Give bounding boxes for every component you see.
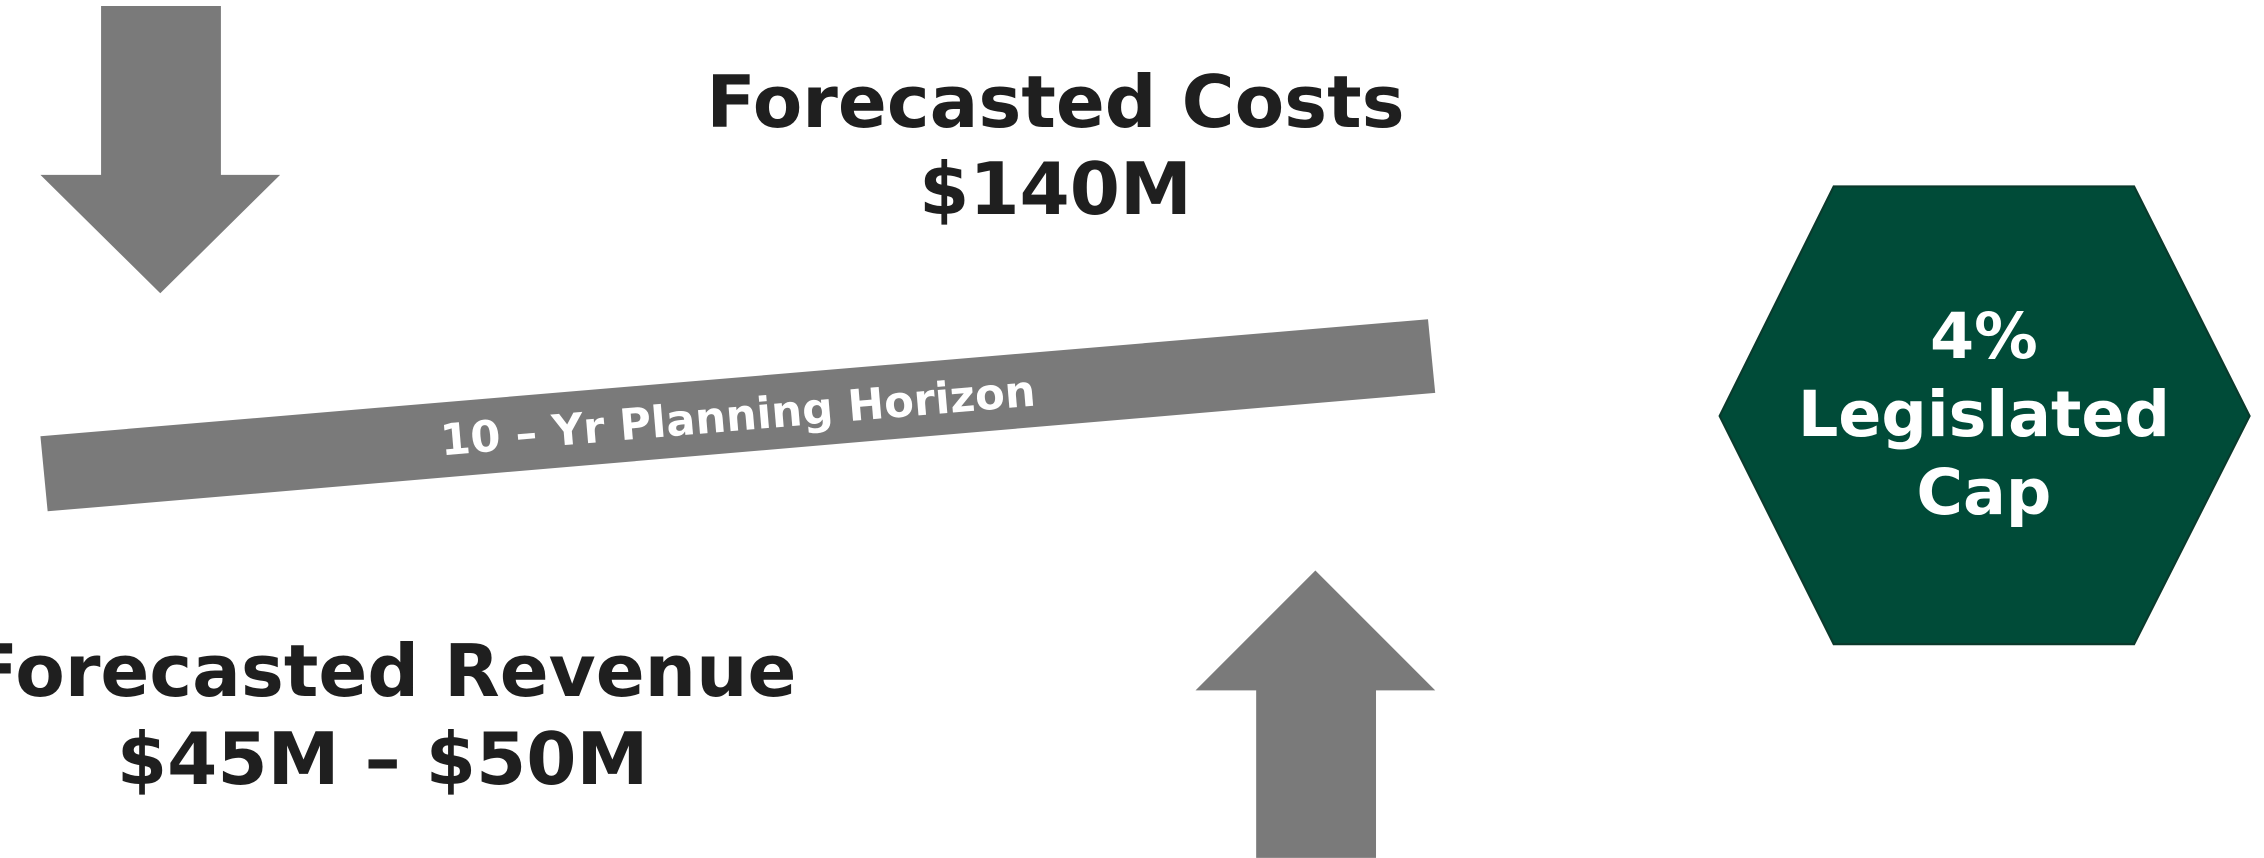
up-arrow: [1195, 570, 1436, 858]
cap-hexagon: [1718, 185, 2251, 646]
cap-line: Cap: [1916, 455, 2051, 529]
revenue-title: Forecasted Revenue: [0, 630, 796, 714]
revenue-value: $45M – $50M: [117, 718, 648, 802]
costs-title: Forecasted Costs: [706, 61, 1404, 145]
cap-line: Legislated: [1798, 377, 2170, 451]
down-arrow: [40, 5, 281, 294]
horizon-band: [40, 319, 1436, 512]
cap-line: 4%: [1930, 299, 2038, 373]
costs-value: $140M: [919, 148, 1192, 232]
